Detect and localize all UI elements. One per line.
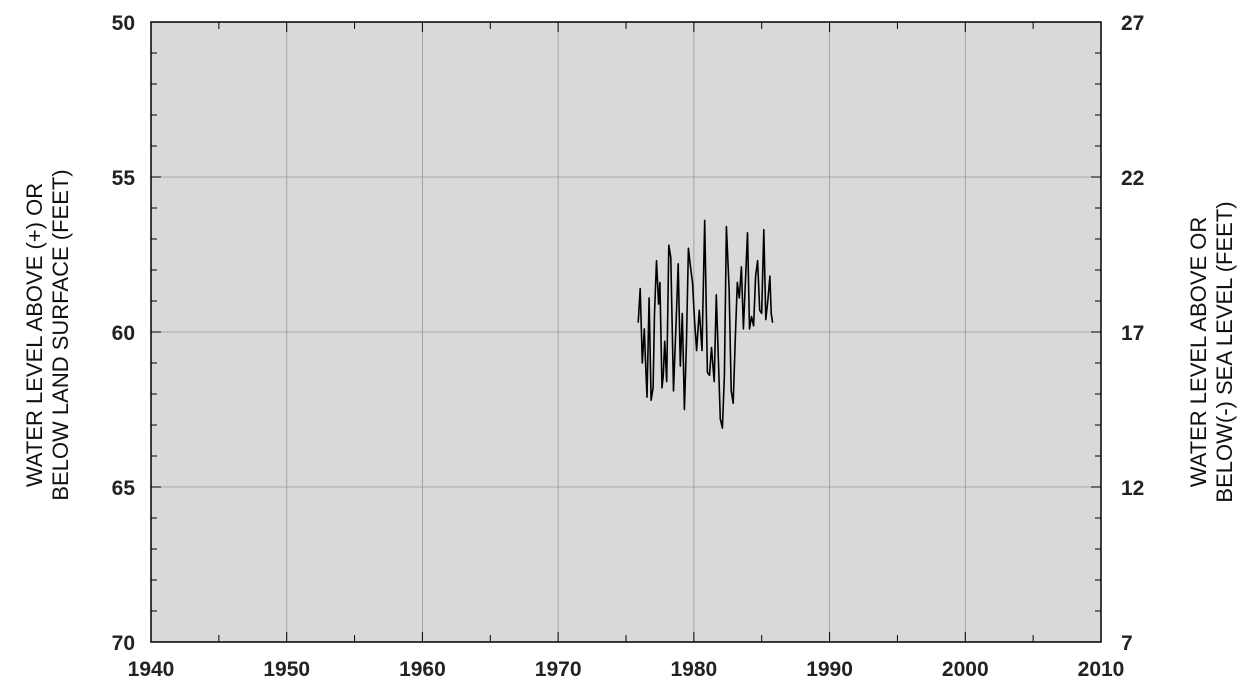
water-level-series-line bbox=[637, 219, 774, 429]
y-right-tick-label: 27 bbox=[1121, 12, 1144, 35]
y-left-tick-label: 70 bbox=[112, 632, 135, 655]
x-tick-label: 2010 bbox=[1078, 658, 1125, 681]
y-left-tick-label: 55 bbox=[112, 167, 136, 190]
x-tick-label: 1940 bbox=[128, 658, 175, 681]
grid-lines bbox=[151, 22, 1101, 642]
left-axis-title: WATER LEVEL ABOVE (+) OR BELOW LAND SURF… bbox=[22, 169, 73, 500]
y-left-tick-label: 50 bbox=[112, 12, 135, 35]
plot-frame bbox=[150, 21, 1102, 643]
x-tick-label: 1950 bbox=[263, 658, 310, 681]
right-axis-title-line1: WATER LEVEL ABOVE OR bbox=[1186, 217, 1211, 488]
series-layer bbox=[637, 219, 774, 429]
y-left-tick-label: 60 bbox=[112, 322, 135, 345]
y-right-tick-label: 7 bbox=[1121, 632, 1133, 655]
y-right-tick-label: 22 bbox=[1121, 167, 1144, 190]
left-axis-title-line2: BELOW LAND SURFACE (FEET) bbox=[48, 169, 73, 500]
right-axis-title-line2: BELOW(-) SEA LEVEL (FEET) bbox=[1212, 201, 1237, 502]
y-left-tick-label: 65 bbox=[112, 477, 136, 500]
left-axis-title-line1: WATER LEVEL ABOVE (+) OR bbox=[22, 183, 47, 487]
y-right-tick-label: 17 bbox=[1121, 322, 1144, 345]
x-tick-label: 2000 bbox=[942, 658, 989, 681]
x-tick-label: 1990 bbox=[806, 658, 853, 681]
tick-labels: 1940 1950 1960 1970 1980 1990 2000 2010 50 55 60 65… bbox=[112, 12, 1145, 681]
right-axis-title: WATER LEVEL ABOVE OR BELOW(-) SEA LEVEL … bbox=[1186, 201, 1237, 502]
y-right-tick-label: 12 bbox=[1121, 477, 1144, 500]
x-tick-label: 1980 bbox=[670, 658, 717, 681]
x-tick-label: 1970 bbox=[535, 658, 582, 681]
x-tick-label: 1960 bbox=[399, 658, 446, 681]
